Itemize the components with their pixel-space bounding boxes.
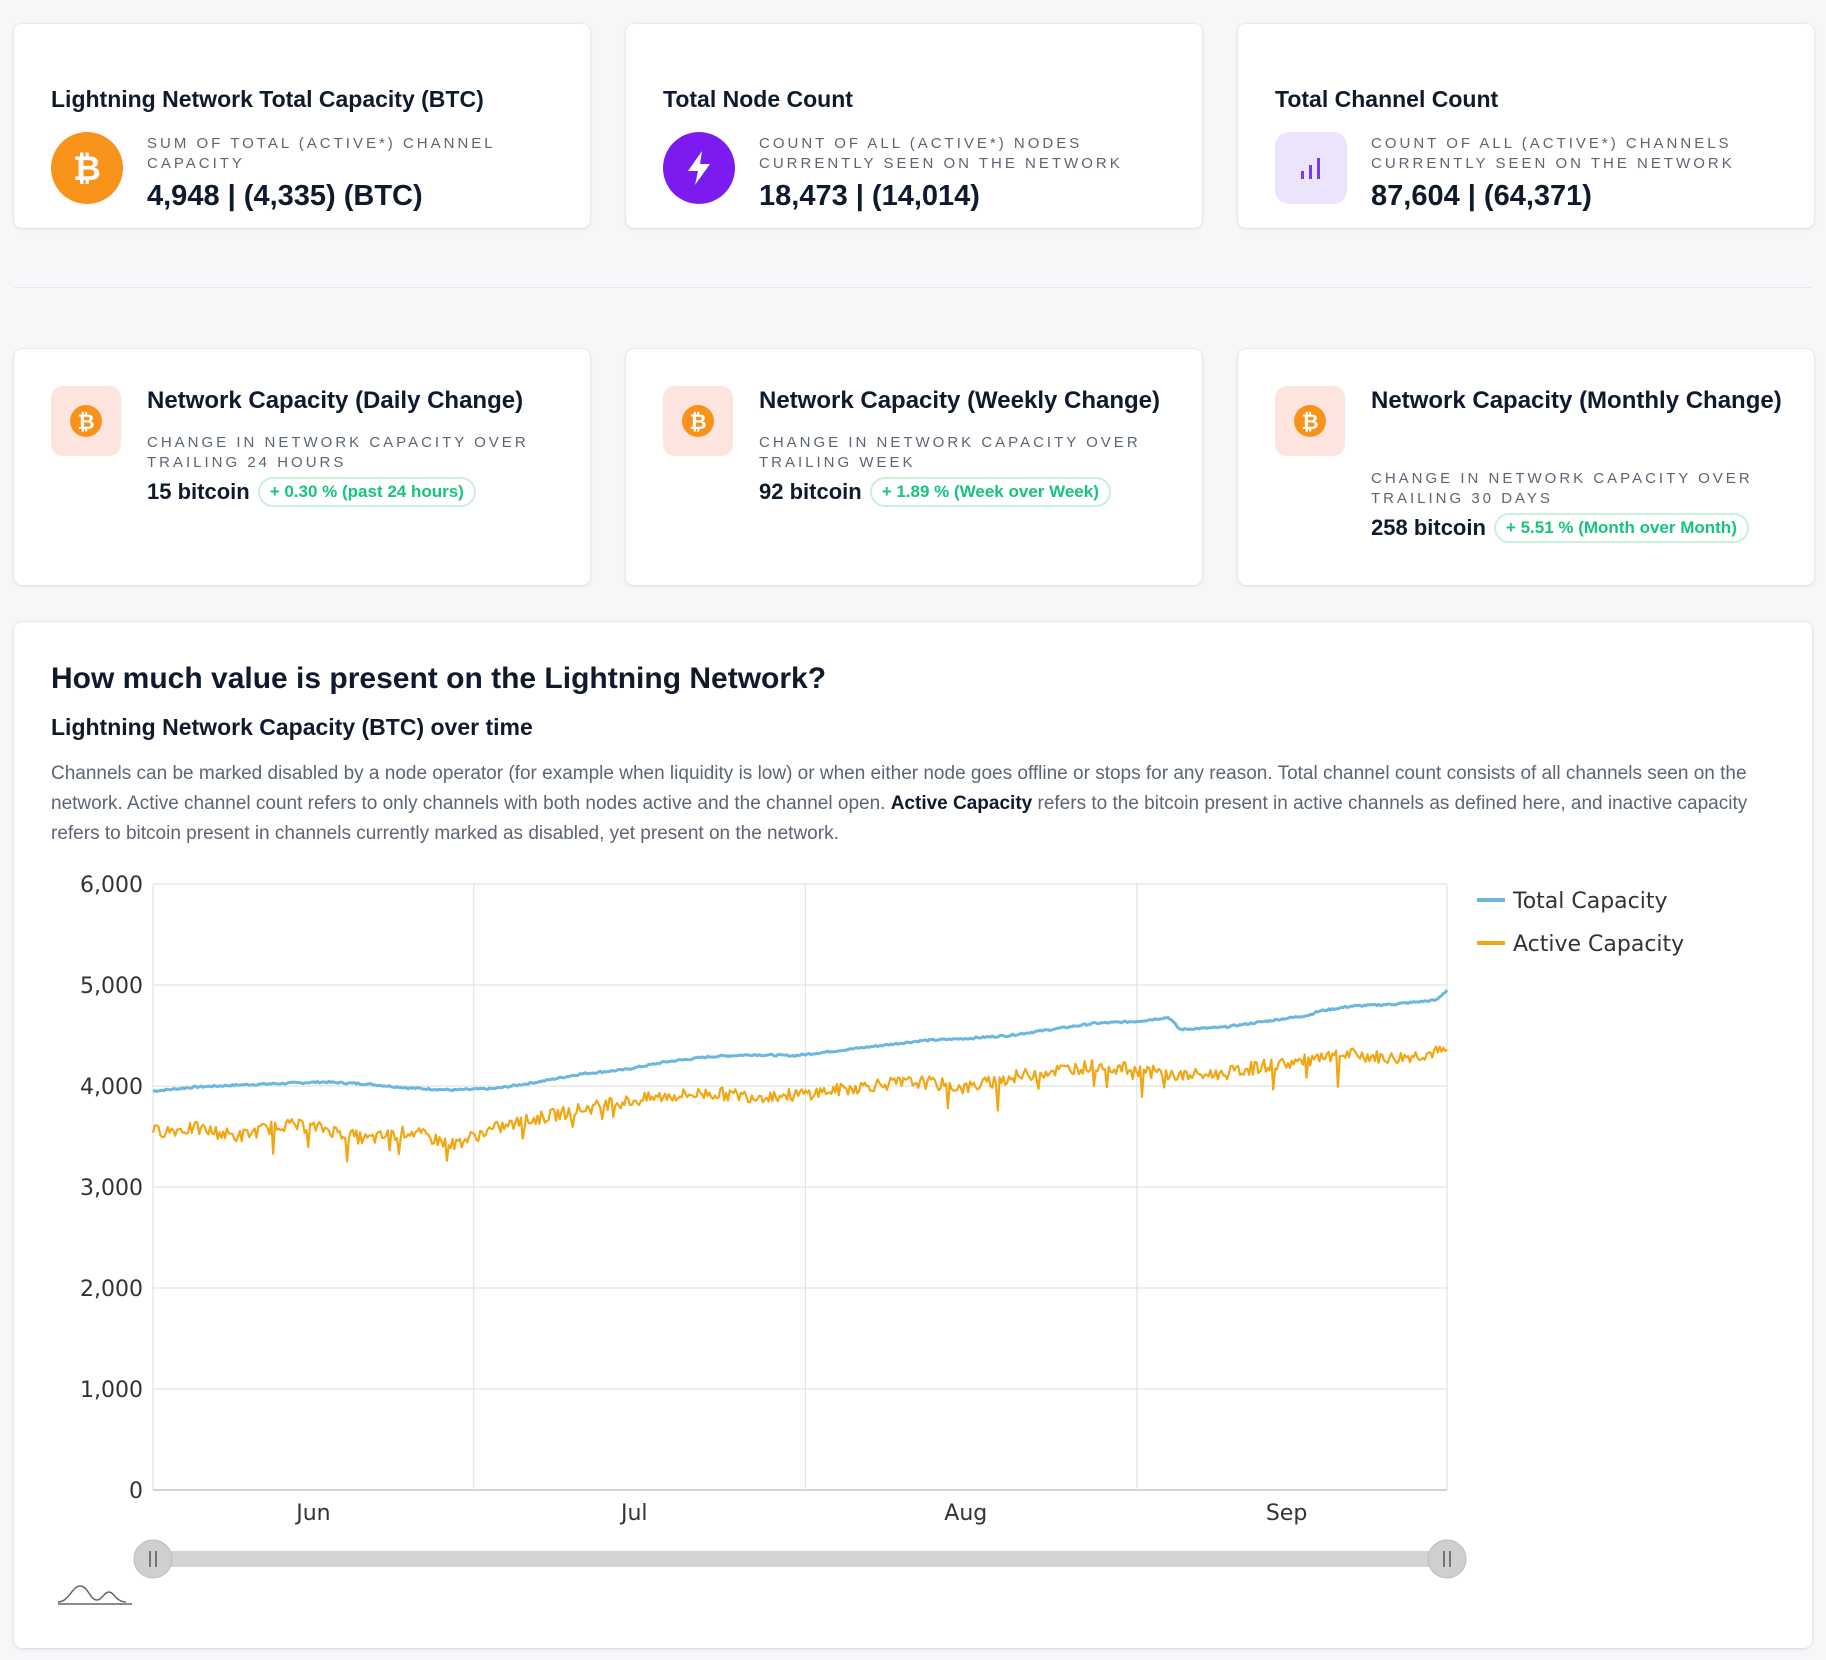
change-badge: + 5.51 % (Month over Month): [1493, 513, 1749, 543]
legend-label[interactable]: Total Capacity: [1512, 889, 1668, 914]
svg-text:₿: ₿: [1301, 410, 1318, 434]
lightning-icon: [663, 132, 735, 204]
description-text: Channels can be marked disabled by a nod…: [51, 763, 1747, 814]
y-tick-label: 6,000: [80, 873, 143, 898]
stat-card-nodes: Total Node Count COUNT OF ALL (ACTIVE*) …: [626, 24, 1202, 228]
change-card-monthly: ₿ Network Capacity (Monthly Change) CHAN…: [1238, 349, 1814, 585]
y-tick-label: 4,000: [80, 1075, 143, 1100]
stat-title: Total Channel Count: [1275, 86, 1499, 112]
change-title: Network Capacity (Weekly Change): [759, 387, 1161, 414]
capacity-line-chart: 0 1,000 2,000 3,000 4,000 5,000 6,000 Jun Jul Aug…: [57, 873, 1684, 1605]
bar-chart-icon: [1275, 132, 1347, 204]
capacity-chart-card: How much value is present on the Lightni…: [14, 622, 1812, 1648]
svg-text:₿: ₿: [689, 410, 706, 434]
bitcoin-icon: ₿: [1275, 386, 1345, 456]
y-tick-label: 3,000: [80, 1176, 143, 1201]
change-title: Network Capacity (Daily Change): [147, 387, 524, 414]
series-line-active: [151, 1045, 1448, 1163]
data-preview-icon: [57, 1585, 127, 1603]
description-text-end: refers to the bitcoin present in active …: [51, 793, 1748, 844]
change-amount: 92 bitcoin: [759, 479, 862, 504]
description-bold: Active Capacity: [890, 793, 1033, 814]
x-tick-label: Sep: [1266, 1501, 1307, 1526]
y-tick-label: 0: [129, 1479, 143, 1504]
change-description: CHANGE IN NETWORK CAPACITY OVER TRAILING…: [1371, 470, 1753, 507]
stat-value: 18,473 | (14,014): [759, 180, 980, 212]
y-tick-label: 5,000: [80, 974, 143, 999]
bitcoin-icon: ₿: [51, 386, 121, 456]
zoom-track[interactable]: [153, 1551, 1447, 1567]
stat-card-channels: Total Channel Count COUNT OF ALL (ACTIVE…: [1238, 24, 1814, 228]
bitcoin-icon: ₿: [51, 132, 123, 204]
stat-description: SUM OF TOTAL (ACTIVE*) CHANNEL CAPACITY: [147, 135, 496, 172]
chart-title: Lightning Network Capacity (BTC) over ti…: [51, 714, 533, 740]
chart-description: Channels can be marked disabled by a nod…: [51, 759, 1781, 849]
y-tick-label: 1,000: [80, 1378, 143, 1403]
stat-value: 4,948 | (4,335) (BTC): [147, 180, 423, 212]
series-line-total: [152, 989, 1449, 1093]
svg-text:₿: ₿: [77, 410, 94, 434]
stat-title: Total Node Count: [663, 86, 853, 112]
change-description: CHANGE IN NETWORK CAPACITY OVER TRAILING…: [759, 434, 1141, 471]
stat-title: Lightning Network Total Capacity (BTC): [51, 86, 484, 112]
change-description: CHANGE IN NETWORK CAPACITY OVER TRAILING…: [147, 434, 529, 471]
change-card-daily: ₿ Network Capacity (Daily Change) CHANGE…: [14, 349, 590, 585]
stat-card-capacity: Lightning Network Total Capacity (BTC) ₿…: [14, 24, 590, 228]
x-tick-label: Aug: [944, 1501, 987, 1526]
change-amount: 258 bitcoin: [1371, 515, 1486, 540]
legend-label[interactable]: Active Capacity: [1513, 932, 1684, 957]
change-card-weekly: ₿ Network Capacity (Weekly Change) CHANG…: [626, 349, 1202, 585]
x-tick-label: Jul: [619, 1501, 648, 1526]
stat-description: COUNT OF ALL (ACTIVE*) CHANNELS CURRENTL…: [1371, 135, 1735, 172]
svg-text:₿: ₿: [73, 149, 101, 189]
change-badge: + 1.89 % (Week over Week): [869, 477, 1111, 507]
x-tick-label: Jun: [294, 1501, 330, 1526]
stat-description: COUNT OF ALL (ACTIVE*) NODES CURRENTLY S…: [759, 135, 1123, 172]
zoom-handle-right[interactable]: [1427, 1539, 1467, 1579]
section-heading: How much value is present on the Lightni…: [51, 662, 827, 695]
zoom-slider[interactable]: [57, 1539, 1467, 1605]
section-divider: [14, 287, 1812, 288]
change-badge: + 0.30 % (past 24 hours): [257, 477, 476, 507]
change-amount: 15 bitcoin: [147, 479, 250, 504]
stat-value: 87,604 | (64,371): [1371, 180, 1592, 212]
bitcoin-icon: ₿: [663, 386, 733, 456]
y-tick-label: 2,000: [80, 1277, 143, 1302]
zoom-handle-left[interactable]: [133, 1539, 173, 1579]
change-title: Network Capacity (Monthly Change): [1371, 387, 1782, 414]
